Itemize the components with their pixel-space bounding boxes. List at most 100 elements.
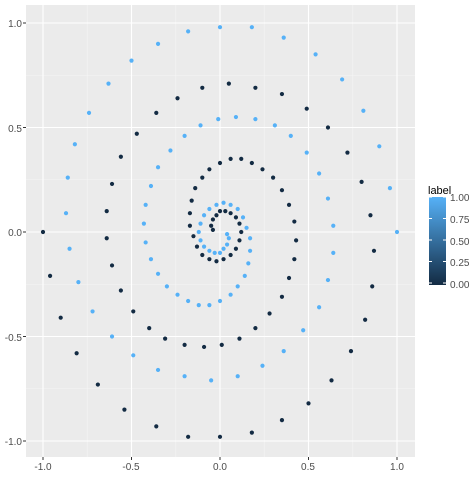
data-point (221, 246, 226, 251)
data-point (182, 374, 187, 379)
data-point (371, 248, 377, 253)
data-point (200, 85, 205, 90)
data-point (260, 363, 265, 368)
data-point (198, 221, 203, 226)
data-point (272, 123, 277, 128)
data-point (201, 244, 207, 249)
data-point (240, 215, 246, 220)
data-point (148, 183, 154, 189)
data-point (109, 334, 115, 339)
data-point (196, 303, 201, 308)
legend-tick-label: 1.00 (450, 193, 470, 204)
data-point (228, 211, 233, 216)
data-point (187, 211, 193, 216)
data-point (247, 236, 253, 241)
data-point (217, 434, 223, 439)
data-point (377, 144, 382, 149)
y-tick-label: 0.0 (8, 228, 22, 239)
x-tick-label: -0.5 (122, 462, 140, 473)
data-point (237, 336, 242, 341)
data-point (228, 252, 233, 258)
data-point (141, 221, 146, 226)
data-point (247, 248, 253, 253)
data-point (348, 349, 354, 354)
data-point (221, 257, 226, 262)
legend-title: label (428, 185, 451, 197)
x-tick-label: 0.0 (213, 462, 227, 473)
data-point (235, 374, 240, 379)
data-point (214, 213, 219, 218)
data-point (279, 188, 285, 193)
data-point (186, 298, 191, 304)
data-point (191, 234, 196, 239)
data-point (200, 175, 205, 180)
data-point (201, 213, 207, 218)
data-point (279, 91, 285, 97)
data-point (189, 198, 194, 203)
data-point (239, 229, 244, 235)
data-point (368, 213, 373, 218)
data-point (288, 133, 293, 138)
data-point (217, 160, 223, 166)
data-point (198, 238, 203, 243)
legend-tick-label: 0.75 (450, 215, 470, 226)
x-tick-label: 0.5 (301, 462, 315, 473)
data-point (216, 117, 221, 122)
data-point (253, 326, 258, 331)
data-point (217, 25, 223, 30)
data-point (196, 229, 201, 235)
data-point (281, 35, 286, 40)
data-point (226, 81, 231, 86)
data-point (47, 273, 53, 278)
x-axis-tick-labels: -1.0 -0.5 0.0 0.5 1.0 (34, 462, 404, 473)
data-point (226, 236, 231, 241)
data-point (129, 58, 134, 63)
data-point (198, 123, 203, 128)
data-point (63, 211, 69, 216)
data-point (131, 309, 136, 314)
major-gridlines (26, 5, 415, 457)
x-tick-label: -1.0 (34, 462, 52, 473)
data-point (237, 238, 242, 243)
data-point (221, 200, 226, 205)
data-point (301, 328, 306, 333)
data-point (134, 131, 139, 136)
data-point (148, 257, 154, 262)
data-point (74, 351, 79, 356)
data-point (370, 284, 375, 289)
data-point (118, 288, 123, 293)
data-points (40, 25, 400, 439)
data-point (253, 117, 258, 122)
data-point (217, 250, 223, 255)
data-point (304, 106, 309, 111)
data-point (340, 77, 345, 82)
legend: label 1.00 0.75 0.50 0.25 0.00 (428, 185, 470, 291)
data-point (235, 284, 240, 289)
data-point (279, 418, 285, 423)
data-point (65, 175, 70, 180)
data-point (194, 244, 200, 249)
data-point (228, 202, 233, 207)
data-point (168, 148, 173, 153)
data-point (325, 125, 331, 130)
data-point (359, 179, 364, 184)
data-point (143, 202, 148, 207)
data-point (164, 284, 169, 289)
data-point (239, 156, 244, 161)
data-point (147, 326, 152, 331)
data-point (233, 114, 239, 120)
data-point (86, 110, 92, 115)
data-point (104, 209, 109, 214)
data-point (207, 167, 212, 172)
data-point (109, 181, 115, 187)
data-point (207, 257, 212, 262)
data-point (154, 424, 159, 429)
data-point (329, 378, 334, 383)
data-point (325, 196, 331, 201)
data-point (210, 217, 216, 222)
data-point (207, 206, 212, 212)
data-point (260, 167, 265, 172)
data-point (304, 150, 309, 155)
data-point (217, 209, 223, 214)
